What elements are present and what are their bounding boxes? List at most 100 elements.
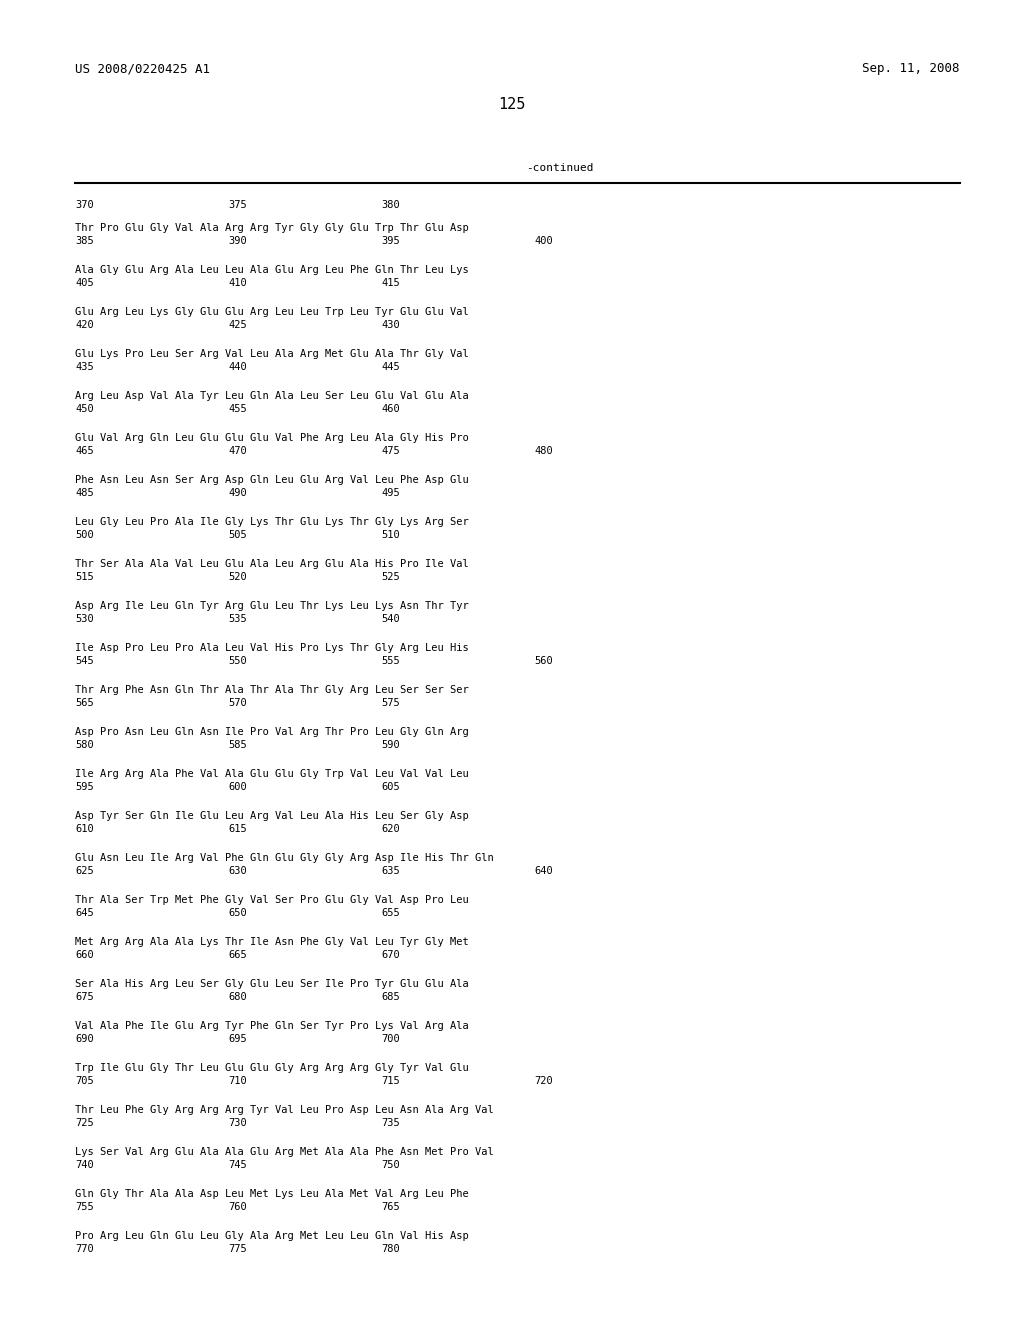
Text: 570: 570	[228, 698, 247, 709]
Text: 555: 555	[381, 656, 399, 667]
Text: 405: 405	[75, 279, 94, 288]
Text: US 2008/0220425 A1: US 2008/0220425 A1	[75, 62, 210, 75]
Text: 550: 550	[228, 656, 247, 667]
Text: 465: 465	[75, 446, 94, 457]
Text: 770: 770	[75, 1245, 94, 1254]
Text: 765: 765	[381, 1203, 399, 1212]
Text: Phe Asn Leu Asn Ser Arg Asp Gln Leu Glu Arg Val Leu Phe Asp Glu: Phe Asn Leu Asn Ser Arg Asp Gln Leu Glu …	[75, 475, 469, 486]
Text: Asp Pro Asn Leu Gln Asn Ile Pro Val Arg Thr Pro Leu Gly Gln Arg: Asp Pro Asn Leu Gln Asn Ile Pro Val Arg …	[75, 727, 469, 738]
Text: 610: 610	[75, 825, 94, 834]
Text: Ile Arg Arg Ala Phe Val Ala Glu Glu Gly Trp Val Leu Val Val Leu: Ile Arg Arg Ala Phe Val Ala Glu Glu Gly …	[75, 770, 469, 779]
Text: Glu Asn Leu Ile Arg Val Phe Gln Glu Gly Gly Arg Asp Ile His Thr Gln: Glu Asn Leu Ile Arg Val Phe Gln Glu Gly …	[75, 854, 494, 863]
Text: 420: 420	[75, 321, 94, 330]
Text: Ala Gly Glu Arg Ala Leu Leu Ala Glu Arg Leu Phe Gln Thr Leu Lys: Ala Gly Glu Arg Ala Leu Leu Ala Glu Arg …	[75, 265, 469, 276]
Text: 485: 485	[75, 488, 94, 499]
Text: Lys Ser Val Arg Glu Ala Ala Glu Arg Met Ala Ala Phe Asn Met Pro Val: Lys Ser Val Arg Glu Ala Ala Glu Arg Met …	[75, 1147, 494, 1158]
Text: 675: 675	[75, 993, 94, 1002]
Text: 375: 375	[228, 201, 247, 210]
Text: Ile Asp Pro Leu Pro Ala Leu Val His Pro Lys Thr Gly Arg Leu His: Ile Asp Pro Leu Pro Ala Leu Val His Pro …	[75, 643, 469, 653]
Text: 525: 525	[381, 573, 399, 582]
Text: 415: 415	[381, 279, 399, 288]
Text: 500: 500	[75, 531, 94, 540]
Text: 660: 660	[75, 950, 94, 961]
Text: 605: 605	[381, 783, 399, 792]
Text: 730: 730	[228, 1118, 247, 1129]
Text: 715: 715	[381, 1076, 399, 1086]
Text: 595: 595	[75, 783, 94, 792]
Text: 545: 545	[75, 656, 94, 667]
Text: 695: 695	[228, 1035, 247, 1044]
Text: 535: 535	[228, 614, 247, 624]
Text: Thr Pro Glu Gly Val Ala Arg Arg Tyr Gly Gly Glu Trp Thr Glu Asp: Thr Pro Glu Gly Val Ala Arg Arg Tyr Gly …	[75, 223, 469, 234]
Text: 475: 475	[381, 446, 399, 457]
Text: 720: 720	[534, 1076, 553, 1086]
Text: 690: 690	[75, 1035, 94, 1044]
Text: 470: 470	[228, 446, 247, 457]
Text: 775: 775	[228, 1245, 247, 1254]
Text: 560: 560	[534, 656, 553, 667]
Text: 540: 540	[381, 614, 399, 624]
Text: 655: 655	[381, 908, 399, 919]
Text: 710: 710	[228, 1076, 247, 1086]
Text: 735: 735	[381, 1118, 399, 1129]
Text: 640: 640	[534, 866, 553, 876]
Text: 760: 760	[228, 1203, 247, 1212]
Text: 755: 755	[75, 1203, 94, 1212]
Text: 380: 380	[381, 201, 399, 210]
Text: 580: 580	[75, 741, 94, 750]
Text: 670: 670	[381, 950, 399, 961]
Text: 585: 585	[228, 741, 247, 750]
Text: 370: 370	[75, 201, 94, 210]
Text: 680: 680	[228, 993, 247, 1002]
Text: 395: 395	[381, 236, 399, 247]
Text: 410: 410	[228, 279, 247, 288]
Text: 400: 400	[534, 236, 553, 247]
Text: Thr Ala Ser Trp Met Phe Gly Val Ser Pro Glu Gly Val Asp Pro Leu: Thr Ala Ser Trp Met Phe Gly Val Ser Pro …	[75, 895, 469, 906]
Text: Ser Ala His Arg Leu Ser Gly Glu Leu Ser Ile Pro Tyr Glu Glu Ala: Ser Ala His Arg Leu Ser Gly Glu Leu Ser …	[75, 979, 469, 990]
Text: 635: 635	[381, 866, 399, 876]
Text: Leu Gly Leu Pro Ala Ile Gly Lys Thr Glu Lys Thr Gly Lys Arg Ser: Leu Gly Leu Pro Ala Ile Gly Lys Thr Glu …	[75, 517, 469, 528]
Text: 565: 565	[75, 698, 94, 709]
Text: 745: 745	[228, 1160, 247, 1171]
Text: 620: 620	[381, 825, 399, 834]
Text: Trp Ile Glu Gly Thr Leu Glu Glu Gly Arg Arg Arg Gly Tyr Val Glu: Trp Ile Glu Gly Thr Leu Glu Glu Gly Arg …	[75, 1064, 469, 1073]
Text: 575: 575	[381, 698, 399, 709]
Text: 510: 510	[381, 531, 399, 540]
Text: 650: 650	[228, 908, 247, 919]
Text: Glu Val Arg Gln Leu Glu Glu Glu Val Phe Arg Leu Ala Gly His Pro: Glu Val Arg Gln Leu Glu Glu Glu Val Phe …	[75, 433, 469, 444]
Text: Asp Tyr Ser Gln Ile Glu Leu Arg Val Leu Ala His Leu Ser Gly Asp: Asp Tyr Ser Gln Ile Glu Leu Arg Val Leu …	[75, 812, 469, 821]
Text: 750: 750	[381, 1160, 399, 1171]
Text: 425: 425	[228, 321, 247, 330]
Text: 385: 385	[75, 236, 94, 247]
Text: 515: 515	[75, 573, 94, 582]
Text: 455: 455	[228, 404, 247, 414]
Text: 530: 530	[75, 614, 94, 624]
Text: Thr Ser Ala Ala Val Leu Glu Ala Leu Arg Glu Ala His Pro Ile Val: Thr Ser Ala Ala Val Leu Glu Ala Leu Arg …	[75, 560, 469, 569]
Text: 125: 125	[499, 96, 525, 112]
Text: 495: 495	[381, 488, 399, 499]
Text: 430: 430	[381, 321, 399, 330]
Text: 700: 700	[381, 1035, 399, 1044]
Text: 725: 725	[75, 1118, 94, 1129]
Text: 685: 685	[381, 993, 399, 1002]
Text: 440: 440	[228, 363, 247, 372]
Text: 505: 505	[228, 531, 247, 540]
Text: 480: 480	[534, 446, 553, 457]
Text: Thr Leu Phe Gly Arg Arg Arg Tyr Val Leu Pro Asp Leu Asn Ala Arg Val: Thr Leu Phe Gly Arg Arg Arg Tyr Val Leu …	[75, 1105, 494, 1115]
Text: Glu Arg Leu Lys Gly Glu Glu Arg Leu Leu Trp Leu Tyr Glu Glu Val: Glu Arg Leu Lys Gly Glu Glu Arg Leu Leu …	[75, 308, 469, 317]
Text: Arg Leu Asp Val Ala Tyr Leu Gln Ala Leu Ser Leu Glu Val Glu Ala: Arg Leu Asp Val Ala Tyr Leu Gln Ala Leu …	[75, 392, 469, 401]
Text: 390: 390	[228, 236, 247, 247]
Text: Sep. 11, 2008: Sep. 11, 2008	[862, 62, 961, 75]
Text: 460: 460	[381, 404, 399, 414]
Text: 705: 705	[75, 1076, 94, 1086]
Text: 435: 435	[75, 363, 94, 372]
Text: 740: 740	[75, 1160, 94, 1171]
Text: 445: 445	[381, 363, 399, 372]
Text: 520: 520	[228, 573, 247, 582]
Text: -continued: -continued	[526, 162, 594, 173]
Text: 645: 645	[75, 908, 94, 919]
Text: 490: 490	[228, 488, 247, 499]
Text: 665: 665	[228, 950, 247, 961]
Text: 590: 590	[381, 741, 399, 750]
Text: 630: 630	[228, 866, 247, 876]
